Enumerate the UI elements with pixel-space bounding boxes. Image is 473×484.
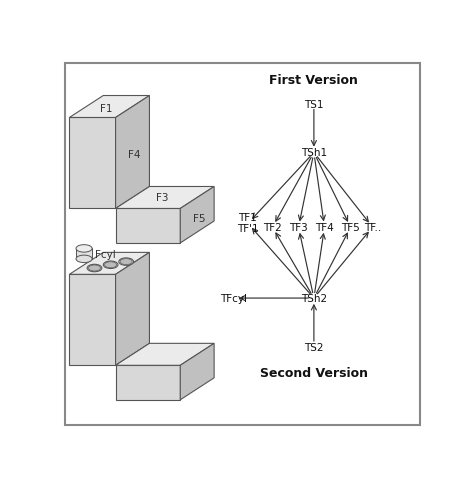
- Ellipse shape: [76, 245, 92, 253]
- Text: TF2: TF2: [263, 223, 282, 233]
- Polygon shape: [76, 249, 92, 259]
- Polygon shape: [115, 187, 214, 209]
- Text: Second Version: Second Version: [260, 366, 368, 379]
- Polygon shape: [70, 96, 149, 118]
- Polygon shape: [115, 253, 149, 365]
- Ellipse shape: [119, 258, 133, 266]
- Ellipse shape: [105, 262, 117, 268]
- Ellipse shape: [76, 256, 92, 263]
- Polygon shape: [70, 275, 115, 365]
- Ellipse shape: [120, 259, 132, 265]
- Ellipse shape: [88, 266, 101, 272]
- Text: TSh2: TSh2: [301, 293, 327, 303]
- Text: TSh1: TSh1: [301, 148, 327, 158]
- Polygon shape: [70, 118, 115, 209]
- Text: F3: F3: [156, 192, 169, 202]
- Text: TF1: TF1: [238, 213, 257, 223]
- Polygon shape: [70, 253, 149, 275]
- Text: TS2: TS2: [304, 342, 324, 352]
- Text: First Version: First Version: [270, 74, 359, 87]
- Text: F5: F5: [193, 214, 205, 224]
- Text: TFcyl: TFcyl: [220, 293, 247, 303]
- Text: TF4: TF4: [315, 223, 334, 233]
- Polygon shape: [115, 365, 180, 400]
- Polygon shape: [180, 344, 214, 400]
- Polygon shape: [115, 96, 149, 209]
- Polygon shape: [115, 344, 214, 365]
- Polygon shape: [115, 209, 180, 243]
- Text: F4: F4: [128, 150, 140, 159]
- Text: TF5: TF5: [341, 223, 360, 233]
- Ellipse shape: [103, 261, 118, 269]
- Text: TF..: TF..: [364, 223, 381, 233]
- Text: Fcyl: Fcyl: [95, 249, 115, 259]
- Text: TF3: TF3: [289, 223, 308, 233]
- Text: F1: F1: [100, 104, 113, 113]
- Ellipse shape: [87, 265, 102, 272]
- Text: TS1: TS1: [304, 100, 324, 110]
- Polygon shape: [180, 187, 214, 243]
- Text: TF'1: TF'1: [237, 224, 259, 233]
